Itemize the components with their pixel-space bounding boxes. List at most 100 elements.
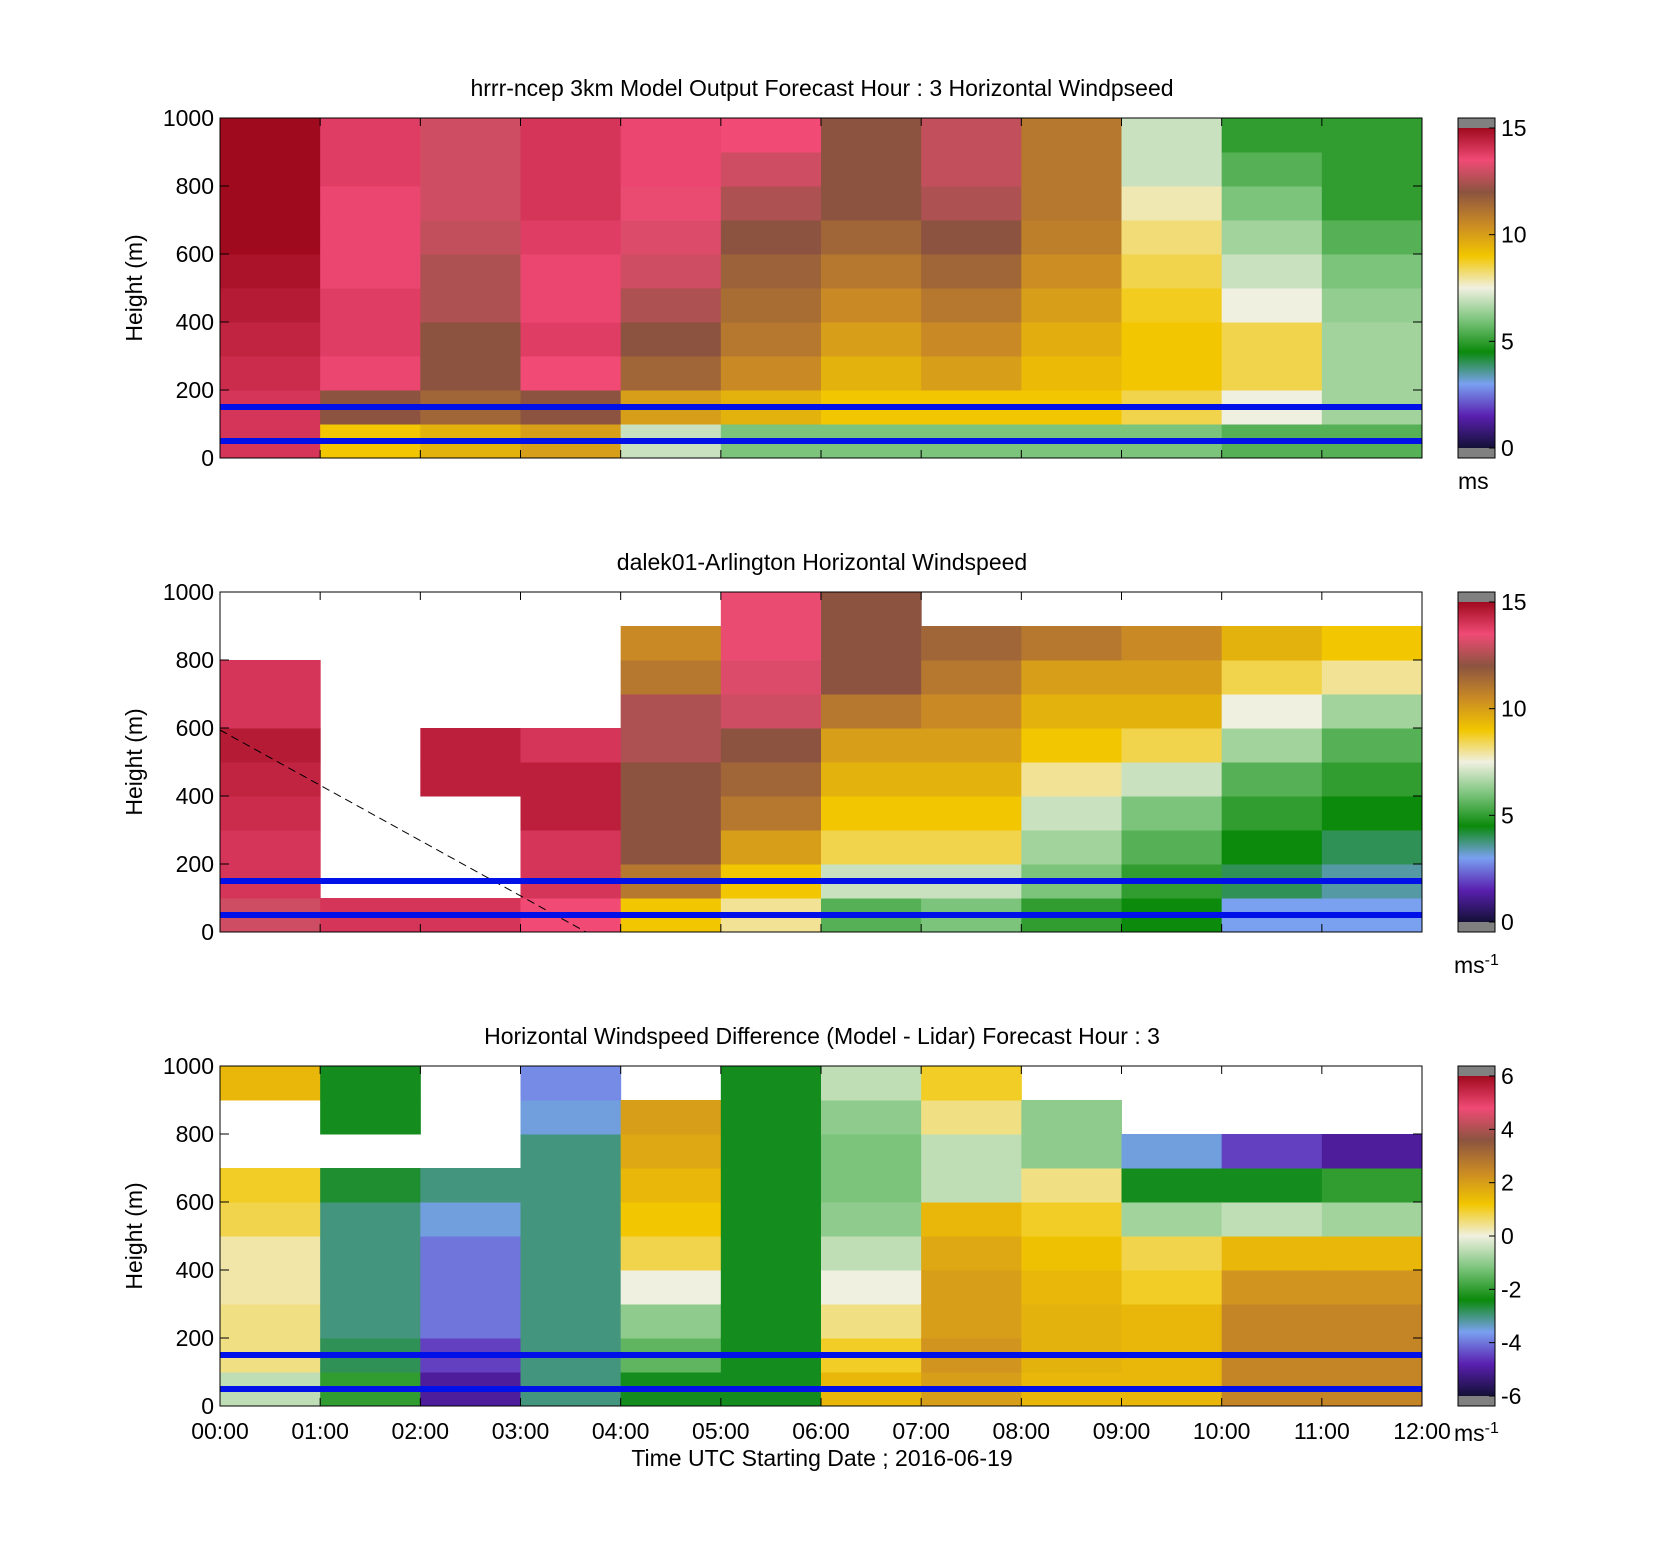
y-tick-label: 200 <box>176 1325 214 1351</box>
colorbar-tick-label: -6 <box>1501 1383 1521 1409</box>
y-tick-label: 1000 <box>163 579 214 605</box>
heatmap-cell <box>1021 288 1122 323</box>
heatmap-cell <box>220 660 321 695</box>
x-tick-label: 07:00 <box>892 1418 950 1444</box>
heatmap-cell <box>620 1236 722 1271</box>
panel-difference-xlabel: Time UTC Starting Date ; 2016-06-19 <box>631 1445 1012 1471</box>
panel-model-overlay-lines <box>220 404 1422 444</box>
heatmap-cell <box>520 288 622 323</box>
colorbar-tick-label: 2 <box>1501 1170 1514 1196</box>
heatmap-cell <box>921 1066 1022 1101</box>
heatmap-cell <box>1321 1202 1423 1237</box>
heatmap-cell <box>821 356 922 391</box>
heatmap-cell <box>220 1168 321 1203</box>
heatmap-cell <box>720 762 822 797</box>
heatmap-cell <box>620 660 722 695</box>
heatmap-cell <box>620 830 722 865</box>
panel-lidar-overlay-lines <box>220 878 1422 918</box>
heatmap-cell <box>1121 220 1223 255</box>
heatmap-cell <box>1321 1168 1423 1203</box>
heatmap-cell <box>1321 830 1423 865</box>
y-tick-label: 400 <box>176 783 214 809</box>
heatmap-cell <box>921 1270 1022 1305</box>
heatmap-cell <box>1021 728 1122 763</box>
heatmap-cell <box>220 762 321 797</box>
heatmap-cell <box>620 1202 722 1237</box>
heatmap-cell <box>1321 1134 1423 1169</box>
heatmap-cell <box>1221 220 1323 255</box>
heatmap-cell <box>1221 1168 1323 1203</box>
heatmap-cell <box>821 186 922 221</box>
heatmap-cell <box>420 220 521 255</box>
heatmap-cell <box>1021 152 1122 187</box>
heatmap-cell <box>1121 152 1223 187</box>
heatmap-cell <box>1121 796 1223 831</box>
heatmap-cell <box>1221 796 1323 831</box>
y-tick-label: 1000 <box>163 105 214 131</box>
heatmap-cell <box>1321 322 1423 357</box>
heatmap-cell <box>720 694 822 729</box>
heatmap-cell <box>720 186 822 221</box>
heatmap-cell <box>821 762 922 797</box>
heatmap-cell <box>220 1066 321 1101</box>
panel-difference-title: Horizontal Windspeed Difference (Model -… <box>484 1023 1160 1049</box>
x-tick-label: 00:00 <box>191 1418 249 1444</box>
panel-model-plot: 0 200 400 600 800 1000 <box>163 105 1423 471</box>
heatmap-cell <box>720 796 822 831</box>
y-tick-label: 200 <box>176 851 214 877</box>
heatmap-cell <box>220 356 321 391</box>
colorbar-ticks: 0 5 10 15 <box>1489 115 1527 461</box>
heatmap-cell <box>520 1236 622 1271</box>
heatmap-cell <box>921 1304 1022 1339</box>
heatmap-cell <box>220 694 321 729</box>
x-tick-label: 12:00 <box>1393 1418 1451 1444</box>
heatmap-cell <box>620 1168 722 1203</box>
heatmap-cell <box>1021 356 1122 391</box>
heatmap-cell <box>1221 118 1323 153</box>
heatmap-cell <box>1021 322 1122 357</box>
heatmap-cell <box>420 186 521 221</box>
heatmap-cell <box>921 220 1022 255</box>
heatmap-cell <box>720 660 822 695</box>
heatmap-cell <box>520 1304 622 1339</box>
heatmap-cell <box>921 830 1022 865</box>
heatmap-cell <box>1321 288 1423 323</box>
y-tick-label: 400 <box>176 309 214 335</box>
heatmap-cell <box>1321 152 1423 187</box>
colorbar-ticks: -6 -4 -2 0 2 4 6 <box>1489 1063 1522 1409</box>
panel-lidar-xticks <box>219 592 1423 932</box>
panel-lidar-ylabel: Height (m) <box>121 708 147 815</box>
colorbar-top-cap <box>1458 118 1495 128</box>
heatmap-cell <box>620 796 722 831</box>
heatmap-cell <box>220 796 321 831</box>
heatmap-cell <box>1121 1168 1223 1203</box>
heatmap-cell <box>1121 762 1223 797</box>
heatmap-cell <box>420 118 521 153</box>
colorbar-tick-label: 10 <box>1501 222 1527 248</box>
y-tick-label: 1000 <box>163 1053 214 1079</box>
heatmap-cell <box>220 1236 321 1271</box>
heatmap-cell <box>220 254 321 289</box>
heatmap-cell <box>1121 322 1223 357</box>
heatmap-cell <box>921 254 1022 289</box>
heatmap-cell <box>620 626 722 661</box>
heatmap-cell <box>320 322 421 357</box>
colorbar-tick-label: 0 <box>1501 435 1514 461</box>
heatmap-cell <box>420 1168 521 1203</box>
y-tick-label: 600 <box>176 1189 214 1215</box>
panel-difference-cells <box>220 1066 1423 1407</box>
heatmap-cell <box>220 1270 321 1305</box>
heatmap-cell <box>1121 186 1223 221</box>
heatmap-cell <box>520 118 622 153</box>
heatmap-cell <box>320 1270 421 1305</box>
heatmap-cell <box>821 830 922 865</box>
heatmap-cell <box>1021 1168 1122 1203</box>
heatmap-cell <box>921 322 1022 357</box>
heatmap-cell <box>921 288 1022 323</box>
panel-lidar-plot: 0 200 400 600 800 1000 <box>163 579 1423 945</box>
heatmap-cell <box>320 1202 421 1237</box>
colorbar-tick-label: 10 <box>1501 696 1527 722</box>
heatmap-cell <box>1121 118 1223 153</box>
colorbar-frame <box>1457 591 1496 933</box>
heatmap-cell <box>921 626 1022 661</box>
